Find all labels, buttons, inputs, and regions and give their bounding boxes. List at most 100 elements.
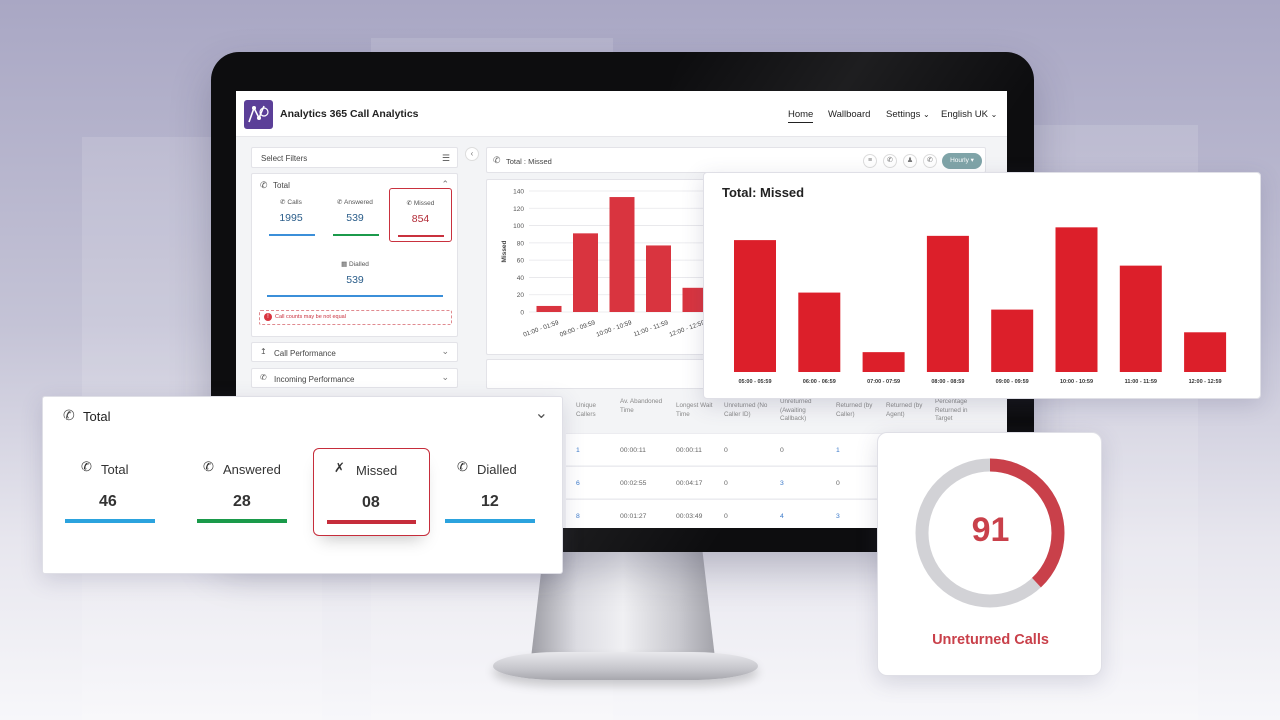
missed-chart-x-label: 10:00 - 10:59 — [1060, 379, 1093, 385]
unreturned-donut-chart — [915, 458, 1065, 608]
stat-total[interactable]: ✆ Total 46 — [65, 455, 157, 525]
table-cell[interactable]: 6 — [576, 480, 580, 487]
incoming-performance-label: Incoming Performance — [274, 375, 355, 384]
missed-chart-bar[interactable] — [926, 235, 969, 372]
stat-answered-card[interactable]: ✆ Answered 28 — [197, 455, 289, 525]
table-cell: 00:02:55 — [620, 480, 647, 487]
chart-panel-title: Total : Missed — [506, 157, 552, 166]
missed-chart-x-label: 05:00 - 05:59 — [738, 379, 771, 385]
chart-bar[interactable] — [646, 245, 671, 312]
stat-answered[interactable]: ✆ Answered 539 — [331, 198, 379, 248]
y-tick-label: 140 — [513, 189, 524, 196]
stat-missed-card-value: 08 — [362, 494, 380, 511]
nav-home[interactable]: Home — [788, 109, 814, 123]
stat-calls-value: 1995 — [279, 212, 303, 224]
x-tick-label: 01:00 - 01:59 — [522, 319, 560, 338]
chevron-up-icon[interactable]: ⌃ — [441, 179, 449, 189]
incoming-performance-section[interactable]: ✆ Incoming Performance ⌄ — [251, 368, 458, 388]
table-cell: 0 — [724, 513, 728, 520]
phone-incoming-icon: ✆ — [203, 459, 214, 474]
missed-chart-card: Total: Missed 05:00 - 05:59 06:00 - 06:59… — [703, 172, 1261, 399]
table-cell[interactable]: 3 — [780, 480, 784, 487]
nav-settings[interactable]: Settings ⌄ — [886, 109, 930, 120]
dialpad-icon: ▦ — [341, 261, 348, 268]
missed-chart-x-label: 07:00 - 07:59 — [867, 379, 900, 385]
stat-missed-card-underline — [327, 520, 416, 524]
table-cell[interactable]: 4 — [780, 513, 784, 520]
chevron-down-icon[interactable]: ⌄ — [534, 405, 548, 422]
missed-chart-bar[interactable] — [734, 240, 776, 372]
col-longest-wait-time: Longest Wait Time — [676, 402, 713, 418]
table-cell[interactable]: 3 — [836, 513, 840, 520]
table-cell: 00:01:27 — [620, 513, 647, 520]
table-cell[interactable]: 8 — [576, 513, 580, 520]
stat-dialled-underline — [267, 295, 443, 297]
phone-filter-icon[interactable]: ✆ — [883, 154, 897, 168]
nav-language[interactable]: English UK ⌄ — [941, 109, 997, 120]
table-cell[interactable]: 1 — [576, 447, 580, 454]
x-tick-label: 11:00 - 11:59 — [633, 319, 670, 338]
y-tick-label: 120 — [513, 206, 524, 213]
phone-missed-icon: ✗ — [334, 460, 345, 475]
donut-segment — [915, 458, 1065, 608]
app-header: Analytics 365 Call Analytics Home Wallbo… — [236, 91, 1007, 137]
stat-answered-card-underline — [197, 519, 287, 523]
missed-chart-bar[interactable] — [1055, 227, 1098, 372]
call-performance-section[interactable]: ↥ Call Performance ⌄ — [251, 342, 458, 362]
y-axis-label: Missed — [501, 240, 508, 262]
collapse-sidebar-button[interactable]: ‹ — [465, 147, 479, 161]
stat-dialled[interactable]: ▦ Dialled 539 — [267, 260, 443, 300]
stat-dialled-card[interactable]: ✆ Dialled 12 — [445, 455, 537, 525]
stat-missed-label: ✆ Missed — [406, 200, 435, 207]
stat-missed-underline — [398, 235, 444, 237]
y-tick-label: 60 — [517, 258, 525, 265]
stat-total-value: 46 — [99, 493, 117, 510]
phone-icon: ✆ — [63, 407, 75, 423]
chart-line-icon: ↥ — [260, 347, 267, 356]
y-tick-label: 80 — [517, 240, 525, 247]
stat-dialled-value: 539 — [346, 274, 364, 286]
nav-settings-label: Settings — [886, 109, 921, 120]
call-performance-label: Call Performance — [274, 349, 336, 358]
phone-icon: ✆ — [280, 199, 286, 206]
nav-wallboard[interactable]: Wallboard — [828, 109, 871, 120]
missed-chart-bar[interactable] — [798, 292, 841, 372]
chart-bar[interactable] — [536, 305, 562, 312]
table-cell: 00:03:49 — [676, 513, 703, 520]
x-tick-label: 09:00 - 09:59 — [559, 319, 597, 338]
filter-settings-icon[interactable]: ☰ — [441, 153, 450, 163]
chart-header-bar: ✆ Total : Missed ≡ ✆ ♟ ✆ Hourly ▾ — [486, 147, 986, 173]
unreturned-value: 91 — [971, 511, 1010, 549]
users-icon[interactable]: ♟ — [903, 154, 917, 168]
missed-chart-bar[interactable] — [991, 309, 1034, 372]
phone-icon: ✆ — [493, 155, 501, 165]
x-tick-label: 10:00 - 10:59 — [595, 319, 633, 338]
list-view-icon[interactable]: ≡ — [863, 154, 877, 168]
missed-chart-bar[interactable] — [1184, 332, 1227, 372]
table-cell[interactable]: 1 — [836, 447, 840, 454]
missed-chart-x-label: 08:00 - 08:59 — [931, 379, 964, 385]
stat-missed-card[interactable]: ✗ Missed 08 — [313, 448, 430, 536]
stat-missed[interactable]: ✆ Missed 854 — [389, 188, 452, 242]
phone-icon: ✆ — [457, 459, 468, 474]
chart-bar[interactable] — [609, 197, 635, 312]
stat-answered-underline — [333, 234, 379, 236]
stat-calls[interactable]: ✆ Calls 1995 — [267, 198, 315, 248]
table-cell: 00:04:17 — [676, 480, 703, 487]
stat-answered-value: 539 — [346, 212, 364, 224]
missed-chart-bar[interactable] — [1119, 265, 1162, 372]
phone-incoming-icon: ✆ — [337, 199, 343, 206]
chart-bar[interactable] — [573, 233, 598, 312]
col-percentage-returned: Percentage Returned in Target — [935, 398, 968, 422]
total-stats-card: ✆ Total ⌄ ✆ Total 46 ✆ Answered 28 ✗ Mis… — [42, 396, 563, 574]
y-tick-label: 20 — [517, 292, 525, 299]
chart-bar[interactable] — [682, 287, 708, 312]
select-filters-bar[interactable]: Select Filters ☰ — [251, 147, 458, 168]
nav-language-label: English UK — [941, 109, 988, 120]
missed-chart-bar[interactable] — [862, 352, 905, 372]
hourly-dropdown[interactable]: Hourly ▾ — [942, 153, 982, 169]
app-logo[interactable] — [244, 100, 273, 129]
phone-forward-icon[interactable]: ✆ — [923, 154, 937, 168]
y-tick-label: 40 — [517, 275, 525, 282]
total-section-label: Total — [273, 181, 290, 190]
